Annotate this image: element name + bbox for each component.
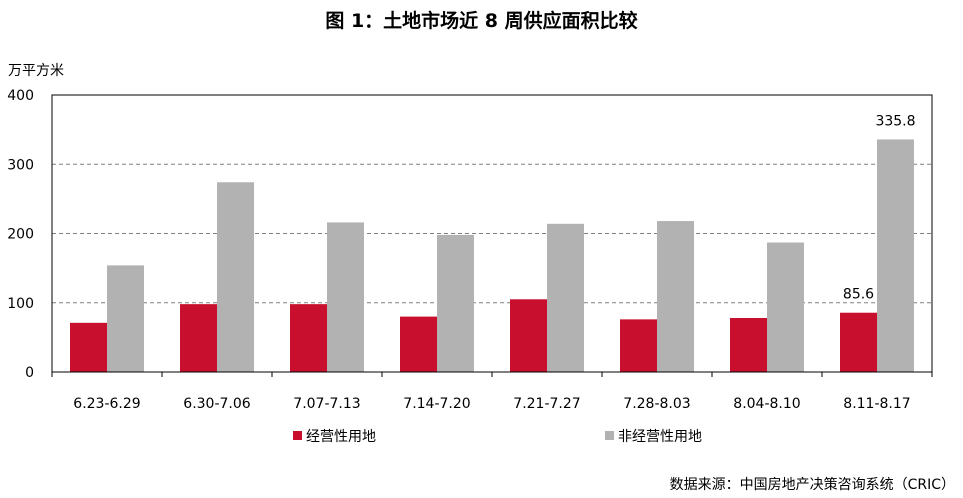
bar-non-operating xyxy=(877,139,914,372)
x-tick-label: 8.11-8.17 xyxy=(843,396,910,412)
bar-operating xyxy=(510,299,547,372)
bar-non-operating xyxy=(217,182,254,372)
bar-operating xyxy=(400,316,437,372)
x-tick-label: 6.23-6.29 xyxy=(73,396,140,412)
bar-non-operating xyxy=(657,221,694,372)
x-tick-label: 8.04-8.10 xyxy=(733,396,800,412)
legend-label: 非经营性用地 xyxy=(618,429,702,445)
bar-operating xyxy=(620,319,657,372)
x-tick-label: 6.30-7.06 xyxy=(183,396,250,412)
tick-labels: 0 100 200 300 400 6.23-6.29 6.30-7.06 7.07-7.13… xyxy=(7,88,915,412)
legend-label: 经营性用地 xyxy=(306,429,376,445)
y-tick-label: 200 xyxy=(7,227,34,243)
data-label: 85.6 xyxy=(843,287,874,303)
bar-non-operating xyxy=(767,242,804,372)
bars xyxy=(70,139,914,372)
data-source-note: 数据来源：中国房地产决策咨询系统（CRIC） xyxy=(669,477,955,493)
legend-swatch xyxy=(605,431,614,440)
bar-non-operating xyxy=(327,222,364,372)
x-tick-label: 7.07-7.13 xyxy=(293,396,360,412)
bar-operating xyxy=(290,304,327,372)
bar-non-operating xyxy=(547,223,584,372)
bar-non-operating xyxy=(107,265,144,372)
y-axis-unit-label: 万平方米 xyxy=(8,63,64,79)
bar-operating xyxy=(730,317,767,372)
legend: 经营性用地 非经营性用地 xyxy=(293,429,702,445)
y-tick-label: 400 xyxy=(7,88,34,104)
x-tick-label: 7.28-8.03 xyxy=(623,396,690,412)
bar-non-operating xyxy=(437,234,474,372)
y-tick-label: 100 xyxy=(7,296,34,312)
x-tick-label: 7.14-7.20 xyxy=(403,396,470,412)
axes xyxy=(51,94,933,377)
y-tick-label: 0 xyxy=(25,365,34,381)
bar-operating xyxy=(180,304,217,372)
legend-swatch xyxy=(293,431,302,440)
bar-operating xyxy=(840,312,877,372)
chart-title: 图 1：土地市场近 8 周供应面积比较 xyxy=(325,10,638,32)
data-label: 335.8 xyxy=(875,113,915,129)
x-tick-label: 7.21-7.27 xyxy=(513,396,580,412)
y-tick-label: 300 xyxy=(7,157,34,173)
bar-operating xyxy=(70,322,107,372)
